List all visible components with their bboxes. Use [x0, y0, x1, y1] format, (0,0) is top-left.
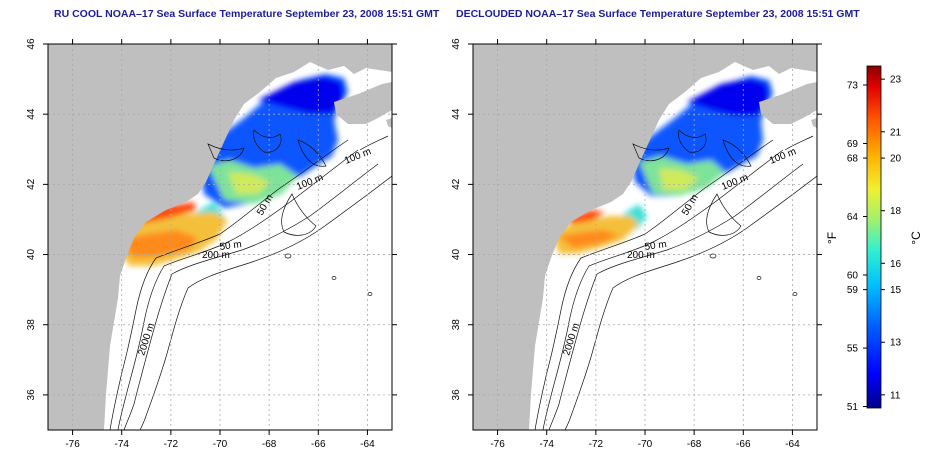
celsius-tick-label: 21: [890, 127, 902, 138]
lat-tick-label: 36: [451, 389, 462, 401]
contour-label: 200 m: [202, 250, 230, 261]
fahrenheit-tick-label: 60: [847, 271, 859, 282]
lat-tick-label: 38: [26, 319, 37, 331]
lat-tick-label: 40: [451, 249, 462, 261]
fahrenheit-tick-label: 64: [847, 212, 859, 223]
left-map-title: RU COOL NOAA–17 Sea Surface Temperature …: [54, 8, 440, 20]
right-map-title: DECLOUDED NOAA–17 Sea Surface Temperatur…: [456, 8, 860, 20]
lat-tick-label: 40: [26, 249, 37, 261]
lon-tick-label: -74: [114, 439, 129, 450]
celsius-tick-label: 11: [890, 390, 901, 401]
right-axis-ticks: -76 -74 -72 -70 -68 -66 -64 36 38 40 42 44 46: [451, 38, 822, 450]
contour-label: 50 m: [219, 239, 243, 253]
lon-tick-label: -64: [785, 439, 800, 450]
left-axis-ticks: -76 -74 -72 -70 -68 -66 -64 36 38 40 42 44 46: [26, 38, 397, 450]
lon-tick-label: -72: [589, 439, 604, 450]
colorbar-fahrenheit-ticks: 73 69 68 64 60 59 55 51: [847, 81, 867, 413]
celsius-tick-label: 15: [890, 285, 902, 296]
lon-tick-label: -76: [65, 439, 80, 450]
lat-tick-label: 44: [26, 108, 37, 120]
contour-label: 50 m: [644, 239, 668, 253]
lon-tick-label: -66: [736, 439, 751, 450]
lon-tick-label: -76: [490, 439, 505, 450]
lon-tick-label: -66: [311, 439, 326, 450]
lon-tick-label: -68: [262, 439, 277, 450]
fahrenheit-axis-label: °F: [825, 232, 839, 244]
colorbar-celsius-ticks: 23 21 20 18 16 15 13 11: [881, 75, 902, 401]
lon-tick-label: -68: [687, 439, 702, 450]
fahrenheit-tick-label: 51: [847, 402, 859, 413]
left-graticule: [48, 44, 392, 430]
lon-tick-label: -74: [539, 439, 554, 450]
celsius-tick-label: 18: [890, 206, 902, 217]
temperature-colorbar: 73 69 68 64 60 59 55 51 23 21 20 18 16 15 13 11 °F °C: [825, 65, 923, 413]
lat-tick-label: 38: [451, 319, 462, 331]
colorbar-gradient: [866, 65, 882, 409]
lon-tick-label: -70: [213, 439, 228, 450]
fahrenheit-tick-label: 69: [847, 139, 859, 150]
right-graticule: [473, 44, 817, 430]
lon-tick-label: -72: [164, 439, 179, 450]
fahrenheit-tick-label: 68: [847, 154, 859, 165]
fahrenheit-tick-label: 73: [847, 81, 859, 92]
celsius-tick-label: 13: [890, 338, 902, 349]
lat-tick-label: 36: [26, 389, 37, 401]
lon-tick-label: -70: [638, 439, 653, 450]
lat-tick-label: 42: [26, 178, 37, 190]
celsius-axis-label: °C: [909, 231, 923, 245]
lat-tick-label: 46: [451, 38, 462, 50]
contour-label: 200 m: [627, 250, 655, 261]
celsius-tick-label: 16: [890, 259, 902, 270]
lat-tick-label: 42: [451, 178, 462, 190]
lat-tick-label: 46: [26, 38, 37, 50]
celsius-tick-label: 23: [890, 75, 902, 86]
fahrenheit-tick-label: 55: [847, 344, 859, 355]
fahrenheit-tick-label: 59: [847, 285, 859, 296]
lat-tick-label: 44: [451, 108, 462, 120]
lon-tick-label: -64: [360, 439, 375, 450]
celsius-tick-label: 20: [890, 154, 902, 165]
